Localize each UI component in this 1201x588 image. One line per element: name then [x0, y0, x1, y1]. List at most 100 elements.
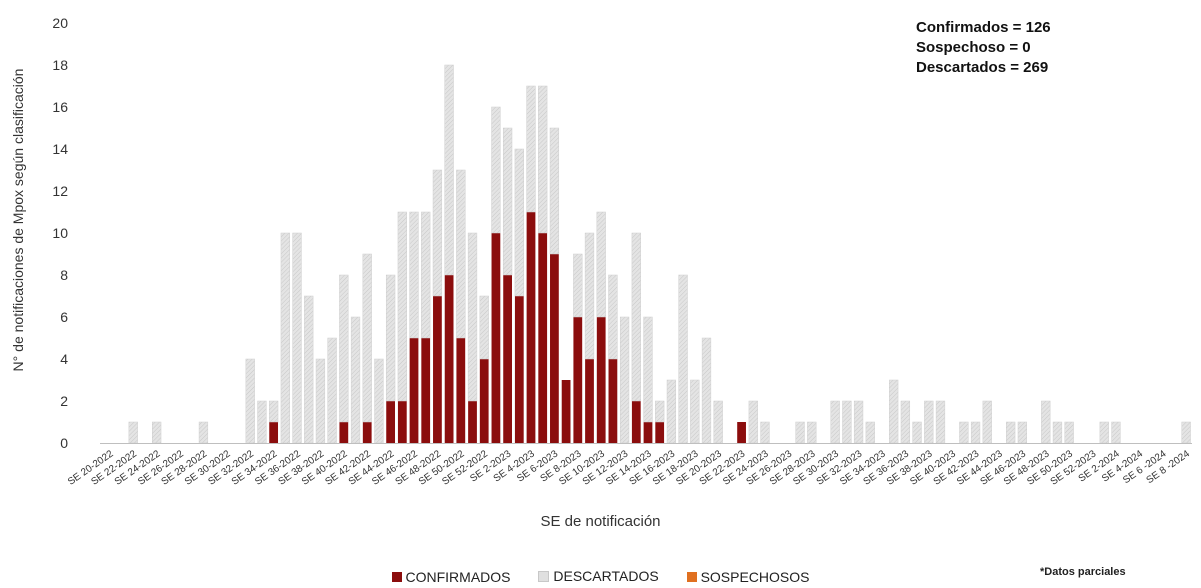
- bar-confirmados: [421, 338, 431, 443]
- legend-swatch-confirmados: [391, 571, 402, 582]
- bar-confirmados: [573, 317, 583, 443]
- bar-descartados: [678, 274, 688, 444]
- bar-descartados: [269, 400, 279, 423]
- bar-descartados: [479, 295, 489, 360]
- bar-descartados: [397, 211, 407, 402]
- y-tick-label: 14: [52, 141, 68, 157]
- bar-descartados: [385, 274, 396, 402]
- bars-group: [128, 64, 1191, 444]
- summary-box: Confirmados = 126 Sospechoso = 0 Descart…: [916, 18, 1051, 78]
- bar-descartados: [315, 358, 326, 444]
- bar-confirmados: [514, 296, 524, 443]
- y-tick-label: 6: [60, 309, 68, 325]
- bar-confirmados: [479, 359, 489, 443]
- bar-descartados: [128, 421, 138, 444]
- bar-descartados: [526, 85, 536, 213]
- legend-item-descartados: DESCARTADOS: [538, 568, 659, 584]
- bar-confirmados: [386, 401, 396, 443]
- bar-confirmados: [491, 233, 501, 443]
- legend-label-sospechosos: SOSPECHOSOS: [700, 568, 810, 585]
- bar-descartados: [444, 64, 454, 276]
- y-axis-title-wrap: N° de notificaciones de Mpox según clasi…: [8, 55, 28, 385]
- legend-label-confirmados: CONFIRMADOS: [405, 568, 511, 585]
- legend-item-sospechosos: SOSPECHOSOS: [686, 568, 810, 585]
- bar-confirmados: [468, 401, 477, 443]
- bar-descartados: [573, 253, 583, 318]
- bar-descartados: [935, 400, 946, 444]
- bar-confirmados: [538, 233, 548, 443]
- y-tick-label: 16: [52, 99, 68, 115]
- y-tick-label: 10: [52, 225, 68, 241]
- bar-descartados: [666, 379, 677, 444]
- bar-descartados: [409, 211, 419, 339]
- legend-swatch-sospechosos: [686, 571, 697, 582]
- bar-confirmados: [631, 401, 641, 443]
- y-tick-label: 20: [52, 15, 68, 31]
- bar-descartados: [830, 400, 840, 444]
- summary-descartados: Descartados = 269: [916, 59, 1049, 76]
- bar-confirmados: [269, 422, 279, 443]
- bar-descartados: [245, 358, 255, 444]
- bar-descartados: [374, 358, 384, 444]
- bar-confirmados: [655, 422, 665, 443]
- bar-confirmados: [526, 212, 536, 443]
- bar-descartados: [491, 106, 501, 234]
- bar-descartados: [865, 421, 875, 444]
- bar-descartados: [467, 232, 478, 402]
- bar-descartados: [842, 400, 852, 444]
- bar-descartados: [807, 421, 817, 444]
- bar-descartados: [1017, 421, 1027, 444]
- bar-descartados: [538, 85, 548, 234]
- y-axis-title: N° de notificaciones de Mpox según clasi…: [10, 68, 26, 372]
- legend: CONFIRMADOS DESCARTADOS SOSPECHOSOS: [0, 568, 1201, 585]
- bar-descartados: [924, 400, 934, 444]
- bar-descartados: [631, 232, 641, 402]
- bar-descartados: [853, 400, 864, 444]
- bar-confirmados: [608, 359, 618, 443]
- bar-descartados: [643, 316, 653, 423]
- bar-descartados: [900, 400, 911, 444]
- bar-descartados: [982, 400, 992, 444]
- bar-descartados: [1099, 421, 1109, 444]
- x-axis-title: SE de notificación: [540, 513, 661, 530]
- bar-confirmados: [456, 338, 466, 443]
- bar-confirmados: [362, 422, 372, 443]
- bar-descartados: [795, 421, 805, 444]
- bar-descartados: [619, 316, 630, 444]
- y-tick-label: 2: [60, 393, 68, 409]
- bar-descartados: [701, 337, 712, 444]
- bar-confirmados: [596, 317, 606, 443]
- bar-descartados: [514, 148, 524, 297]
- bar-descartados: [549, 127, 560, 255]
- bar-descartados: [1052, 421, 1063, 444]
- bar-descartados: [421, 211, 431, 339]
- y-axis-ticks: 0 2 4 6 8 10 12 14 16 18 20: [52, 15, 68, 451]
- legend-swatch-descartados: [538, 570, 550, 582]
- bar-descartados: [596, 211, 606, 318]
- bar-confirmados: [397, 401, 407, 443]
- bar-descartados: [713, 400, 723, 444]
- summary-confirmados: Confirmados = 126: [916, 19, 1051, 36]
- bar-confirmados: [444, 275, 454, 443]
- bar-descartados: [362, 253, 372, 423]
- bar-descartados: [912, 421, 922, 444]
- bar-descartados: [1111, 421, 1121, 444]
- bar-descartados: [1064, 421, 1074, 444]
- bar-descartados: [889, 379, 899, 444]
- y-tick-label: 0: [60, 435, 68, 451]
- bar-confirmados: [339, 422, 349, 443]
- bar-descartados: [748, 400, 758, 444]
- partial-data-note: *Datos parciales: [1040, 566, 1126, 578]
- bar-descartados: [257, 400, 267, 444]
- y-tick-label: 4: [60, 351, 68, 367]
- bar-descartados: [292, 232, 302, 444]
- bar-descartados: [502, 127, 513, 276]
- bar-descartados: [959, 421, 969, 444]
- bar-confirmados: [643, 422, 653, 443]
- y-tick-label: 12: [52, 183, 68, 199]
- bar-confirmados: [409, 338, 419, 443]
- bar-descartados: [690, 379, 700, 444]
- y-tick-label: 8: [60, 267, 68, 283]
